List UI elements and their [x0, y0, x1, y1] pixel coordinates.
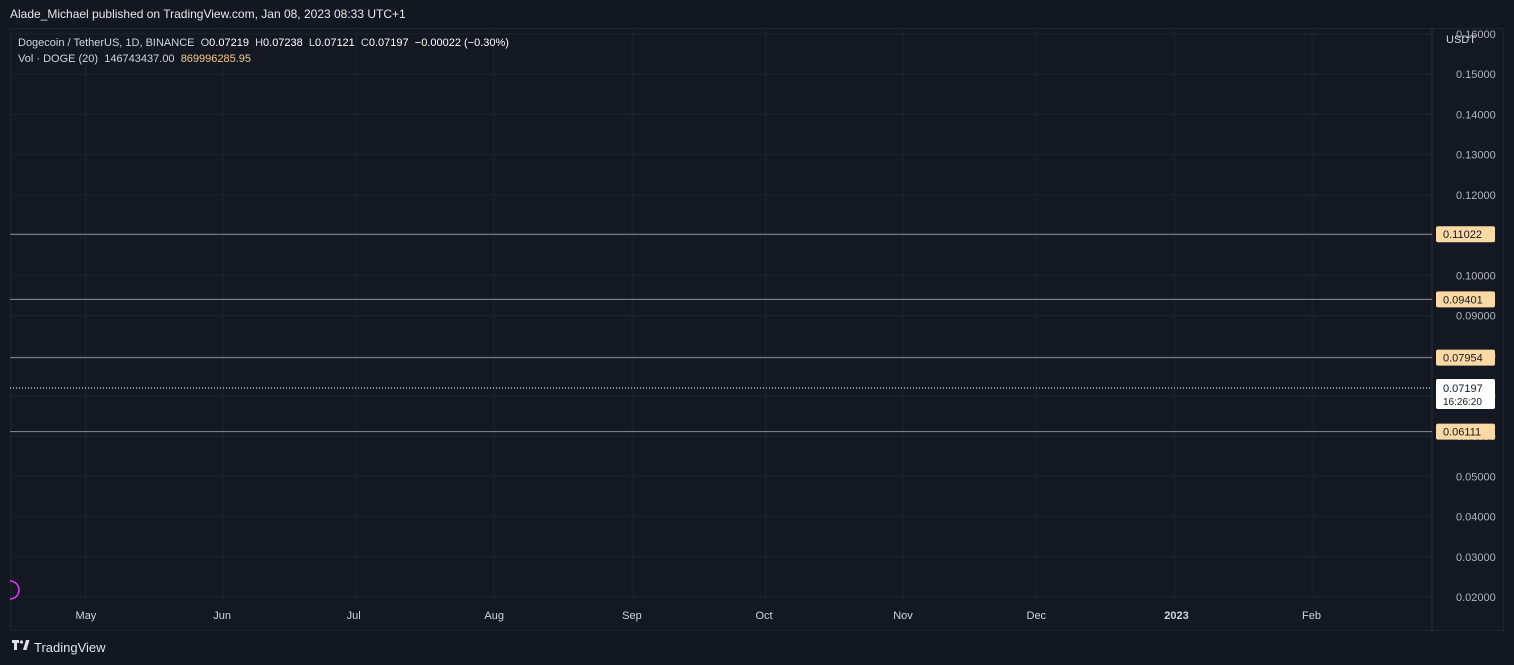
level-price-tag [1436, 423, 1495, 440]
publish-text: Alade_Michael published on TradingView.c… [10, 7, 406, 21]
y-tick-label: 0.14000 [1456, 109, 1496, 121]
current-price-tag [1436, 379, 1495, 410]
candle-countdown-label: 16:26:20 [1443, 397, 1482, 408]
x-tick-label: Dec [1027, 610, 1047, 622]
y-tick-label: 0.02000 [1456, 592, 1496, 604]
x-tick-label: Jul [347, 610, 361, 622]
y-tick-label: 0.16000 [1456, 29, 1496, 41]
volume-legend-row: Vol · DOGE (20) 146743437.00 869996285.9… [18, 51, 509, 67]
publish-header: Alade_Michael published on TradingView.c… [0, 0, 1514, 28]
volume-label: Vol · DOGE (20) [18, 53, 99, 65]
tradingview-brand[interactable]: TradingView [12, 631, 106, 665]
high-label: H [255, 37, 264, 49]
level-price-label: 0.07954 [1443, 353, 1483, 365]
ohlc-legend-row: Dogecoin / TetherUS, 1D, BINANCE O0.0721… [18, 35, 509, 51]
low-label: L [308, 37, 316, 49]
y-tick-label: 0.04000 [1456, 512, 1496, 524]
tradingview-logo-icon [12, 631, 30, 665]
level-price-tag [1436, 349, 1495, 366]
x-tick-label: Jun [213, 610, 231, 622]
level-price-tag [1436, 291, 1495, 308]
chart-legend: Dogecoin / TetherUS, 1D, BINANCE O0.0721… [18, 35, 509, 67]
footer: TradingView [0, 631, 1514, 665]
x-tick-label: 2023 [1164, 610, 1188, 622]
y-tick-label: 0.09000 [1456, 311, 1496, 323]
lightning-icon[interactable] [10, 580, 20, 600]
x-tick-label: Aug [484, 610, 504, 622]
level-price-tag [1436, 226, 1495, 243]
x-tick-label: Nov [893, 610, 913, 622]
volume-value: 146743437.00 [104, 53, 175, 65]
high-value: 0.07238 [263, 37, 303, 49]
current-price-label: 0.07197 [1443, 383, 1483, 395]
y-tick-label: 0.13000 [1456, 150, 1496, 162]
change-value: −0.00022 (−0.30%) [414, 37, 509, 49]
y-tick-label: 0.12000 [1456, 190, 1496, 202]
x-tick-label: May [76, 610, 97, 622]
y-tick-label: 0.15000 [1456, 69, 1496, 81]
close-label: C [360, 37, 369, 49]
x-tick-label: Feb [1302, 610, 1321, 622]
level-price-label: 0.09401 [1443, 294, 1483, 306]
chart-frame [10, 28, 1504, 631]
symbol-label: Dogecoin / TetherUS, 1D, BINANCE [18, 37, 195, 49]
tradingview-wordmark: TradingView [34, 640, 106, 655]
low-value: 0.07121 [315, 37, 355, 49]
y-tick-label: 0.03000 [1456, 552, 1496, 564]
open-label: O [200, 37, 210, 49]
y-tick-label: 0.05000 [1456, 471, 1496, 483]
close-value: 0.07197 [368, 37, 409, 49]
volume-ma-value: 869996285.95 [180, 53, 252, 65]
x-tick-label: Sep [622, 610, 642, 622]
y-tick-label: 0.10000 [1456, 270, 1496, 282]
level-price-label: 0.06111 [1443, 427, 1481, 439]
level-price-label: 0.11022 [1443, 229, 1482, 241]
open-value: 0.07219 [209, 37, 249, 49]
currency-label: USDT [1446, 34, 1476, 46]
x-tick-label: Oct [755, 610, 772, 622]
candlestick-chart[interactable]: 0.16000 0.15000 0.14000 0.13000 0.12000 0.110… [10, 28, 1504, 631]
